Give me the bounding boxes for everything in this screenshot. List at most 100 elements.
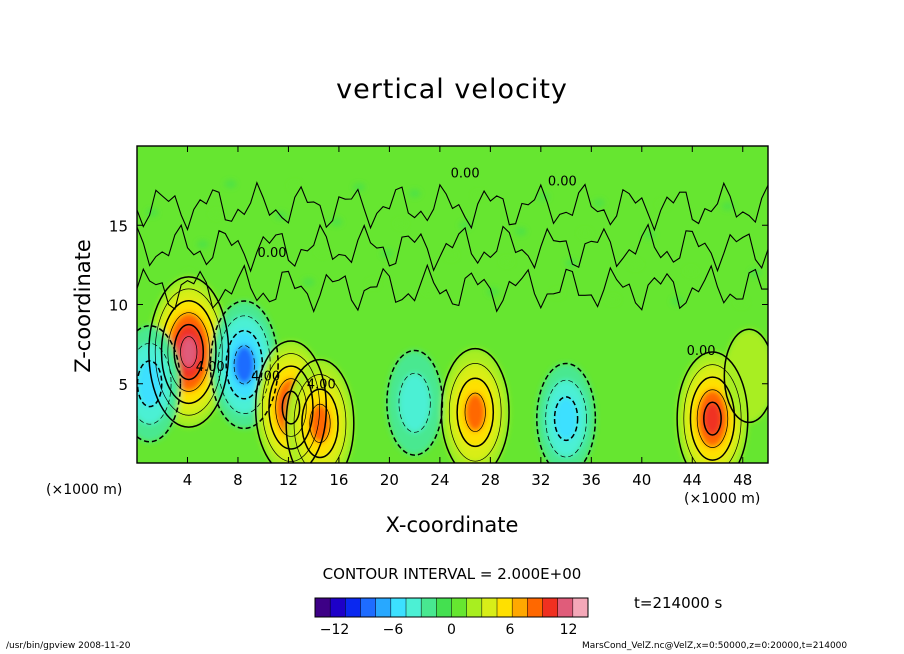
field-feature-blob [180,336,197,368]
contour-line [173,323,205,381]
colorbar-tick-label: 0 [447,622,456,638]
x-tick-label: 36 [582,471,601,489]
field-noise-blob [579,229,592,238]
field-noise-blob [735,298,748,307]
x-tick-label: 48 [733,471,752,489]
contour-line [293,374,347,463]
field-noise-blob [353,183,366,192]
field-noise-blob [685,267,698,276]
x-tick-label: 8 [233,471,243,489]
field-noise-blob [606,295,619,304]
field-noise-blob [288,181,301,190]
zero-contour [137,263,768,313]
colorbar-frame [314,597,589,618]
colorbar-segment [451,598,468,617]
field-noise-blob [210,210,223,219]
field-noise-blob [514,227,527,236]
contour-line [261,353,320,462]
contour-line [683,364,742,463]
contour-lines: 4.00 4.00 0.00 0.00 0.00 0.00 4.00 [137,167,768,463]
colorbar-tick-label: −6 [383,622,404,638]
contour-line [233,345,255,385]
contour-label: 4.00 [307,378,336,393]
contour-line [689,376,736,461]
contour-line [723,328,768,424]
contour-line [536,362,597,463]
colorbar-segment [315,598,331,617]
field-noise-blob [408,189,421,198]
colorbar-segment [375,598,392,617]
zero-contour [137,181,768,232]
field-feature-blob [464,393,486,432]
contour-line [464,392,486,432]
contour-line [180,336,198,368]
field-noise-blob [486,287,499,296]
contour-line [137,360,163,408]
field-noise-blob [643,230,656,239]
field-noise-blob [380,249,393,258]
contour-line [440,347,510,463]
field-noise-blob [721,202,734,211]
colorbar-segment [572,598,589,617]
contour-line [398,372,431,433]
colorbar-tick-label: 12 [560,622,578,638]
y-tick-label: 10 [109,297,128,315]
contour-label: 4.00 [251,370,280,385]
contour-line [137,325,182,443]
x-tick-label: 12 [279,471,298,489]
field-noise-blob [196,240,209,249]
contour-line [448,363,502,462]
field-feature-blob [234,345,255,384]
contour-label: 0.00 [451,167,480,182]
contour-line [553,396,579,442]
x-tick-label: 4 [183,471,193,489]
colorbar-segment [497,598,513,617]
field-feature-blob [309,404,331,443]
chart-title: vertical velocity [336,74,568,105]
contour-line [696,389,729,448]
colorbar-segment [527,598,543,617]
x-tick-label: 24 [430,471,449,489]
field-noise-blob [330,218,343,227]
contour-line [309,403,331,443]
y-tick-label: 15 [109,217,128,235]
field-feature-blob [554,396,578,441]
field-noise-blob [366,279,379,288]
contour-line [545,379,587,458]
contour-label: 0.00 [687,344,716,359]
contour-line [301,388,339,459]
contour-line [275,378,307,437]
contour-line [285,358,355,463]
colorbar-tick-label: −12 [320,622,350,638]
field-noise-blob [537,192,550,201]
contour-line [209,300,279,430]
colorbar-segment [360,598,377,617]
contour-line [254,340,328,463]
field-noise-blob [224,180,237,189]
x-tick-label: 44 [683,471,702,489]
contour-line [268,365,314,450]
colorbar-segment [481,598,498,617]
field-noise-blob [238,276,251,285]
x-axis-label: X-coordinate [385,513,519,537]
x-tick-label: 40 [632,471,651,489]
field-noise-blob [473,191,486,200]
contour-line [703,401,722,436]
field-noise-blob [316,248,329,257]
colorbar-segment [421,598,437,617]
colorbar-segment [512,598,528,617]
contour-line [137,342,172,425]
contour-line [167,312,210,392]
zero-contour [137,223,768,273]
colorbar-segment [436,598,452,617]
contour-line [160,300,217,405]
colorbar: −12 −6 0 6 12 [314,597,589,638]
colorbar-segment [406,598,422,617]
colorbar-segment [330,598,346,617]
field-noise-blob [394,219,407,228]
contour-label: 0.00 [258,246,287,261]
contour-label: 4.00 [196,360,225,375]
contour-line [676,351,749,463]
field-noise-blob [422,286,435,295]
